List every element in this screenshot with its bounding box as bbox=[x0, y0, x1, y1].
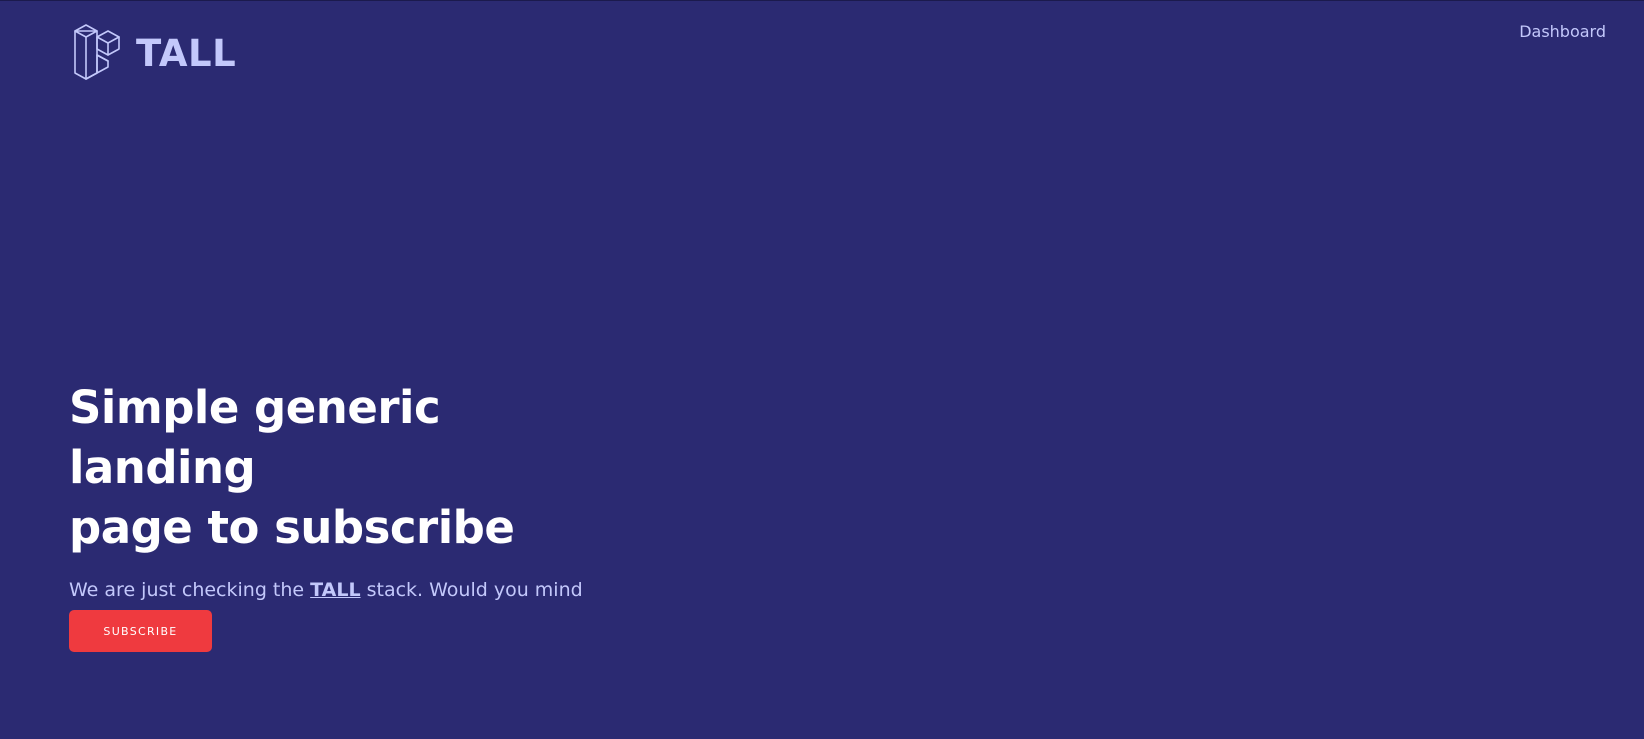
laravel-logo-icon bbox=[74, 24, 120, 80]
top-border bbox=[0, 0, 1644, 1]
tall-link[interactable]: TALL bbox=[310, 579, 361, 601]
hero-subtitle-text-before: We are just checking the bbox=[69, 579, 311, 601]
hero-title: Simple generic landing page to subscribe bbox=[69, 378, 629, 558]
hero-title-line-1: Simple generic landing bbox=[69, 381, 441, 494]
logo-link[interactable]: TALL bbox=[74, 23, 236, 81]
site-header: TALL Dashboard bbox=[0, 0, 1644, 100]
hero-title-line-2: page to subscribe bbox=[69, 501, 515, 554]
subscribe-button[interactable]: SUBSCRIBE bbox=[69, 610, 212, 652]
hero-section: Simple generic landing page to subscribe… bbox=[69, 378, 629, 632]
nav-link-dashboard[interactable]: Dashboard bbox=[1519, 22, 1606, 41]
logo-text: TALL bbox=[136, 31, 237, 75]
